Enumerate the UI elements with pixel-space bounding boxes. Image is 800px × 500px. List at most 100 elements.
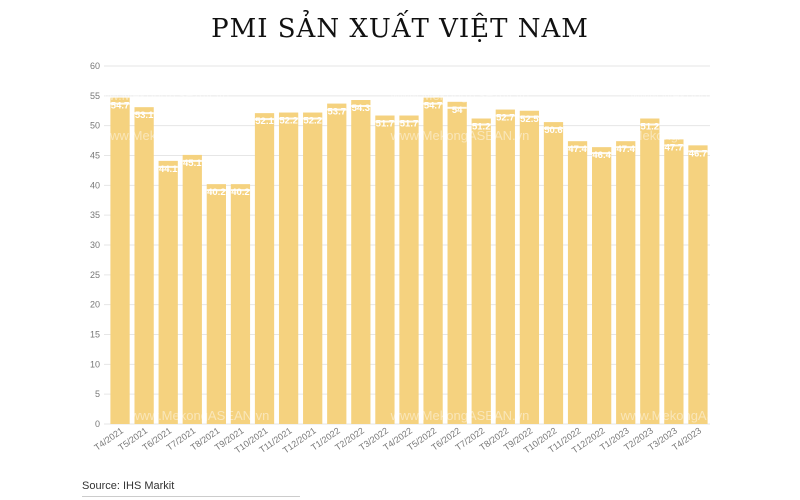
- y-tick-label: 0: [95, 419, 100, 429]
- data-label: 54.3: [352, 103, 371, 114]
- bar-cap-line: [230, 189, 251, 192]
- bar: [351, 100, 371, 424]
- bar: [495, 109, 515, 424]
- bar-cap-line: [254, 118, 275, 121]
- bar-cap-line: [399, 120, 419, 123]
- data-label: 45.1: [183, 158, 202, 169]
- bar-cap-line: [495, 114, 515, 117]
- data-label: 44.1: [159, 164, 178, 175]
- source-note: Source: IHS Markit: [82, 480, 175, 492]
- bar: [543, 122, 564, 424]
- watermark-text: www.MekongASEAN.vn: [390, 128, 530, 143]
- watermark-text: www.MekongASEAN.vn: [620, 408, 760, 423]
- data-label: 52.5: [520, 114, 539, 125]
- data-label: 46.4: [592, 150, 611, 161]
- data-label: 51.7: [400, 119, 419, 130]
- bar-cap-line: [471, 123, 491, 126]
- bar-cap-line: [278, 117, 299, 120]
- bar: [664, 139, 684, 424]
- bar-cap-line: [303, 117, 323, 120]
- bar-cap-line: [616, 146, 636, 149]
- bar-cap-line: [447, 106, 467, 109]
- chart-title: PMI SẢN XUẤT VIỆT NAM: [211, 14, 589, 44]
- bar-cap-line: [519, 115, 540, 118]
- y-tick-label: 50: [90, 121, 100, 131]
- data-label: 52.7: [496, 113, 515, 124]
- data-label: 51.7: [376, 119, 395, 130]
- bar: [688, 145, 708, 424]
- bar-cap-line: [182, 159, 202, 162]
- bar: [567, 141, 588, 424]
- bar-layer: [110, 97, 708, 425]
- bar-cap-line: [592, 152, 612, 155]
- bar-cap-line: [110, 102, 130, 105]
- watermark-text: www.MekongASEAN.vn: [100, 128, 240, 143]
- bar-cap-line: [351, 105, 371, 108]
- bar: [447, 101, 467, 425]
- data-label: 47.7: [665, 142, 684, 153]
- data-label: 52.1: [255, 116, 274, 127]
- watermark-text: www.MekongASEAN.vn: [90, 88, 230, 103]
- data-label: 50.6: [544, 125, 563, 136]
- bar: [423, 97, 443, 424]
- bar-cap-line: [375, 120, 395, 123]
- bar: [399, 115, 419, 425]
- bar: [230, 184, 251, 424]
- bar: [327, 103, 347, 424]
- data-label: 40.2: [231, 187, 250, 198]
- y-tick-label: 5: [95, 389, 100, 399]
- bar-cap-line: [327, 108, 347, 111]
- bar: [110, 97, 130, 424]
- data-label: 52.2: [279, 116, 298, 127]
- watermark-text: www.MekongASEAN.vn: [390, 408, 530, 423]
- y-tick-label: 30: [90, 240, 100, 250]
- bar-cap-line: [664, 144, 684, 147]
- watermark-text: www.MekongASEAN.vn: [630, 88, 770, 103]
- bar: [375, 115, 395, 425]
- bar-cap-line: [543, 127, 564, 130]
- bar: [303, 112, 323, 424]
- data-label: 40.2: [207, 187, 226, 198]
- bar: [182, 154, 202, 425]
- bar-cap-line: [640, 123, 660, 126]
- y-tick-label: 45: [90, 151, 100, 161]
- bar-cap-line: [688, 150, 708, 153]
- data-label: 47.4: [616, 144, 635, 155]
- y-tick-label: 40: [90, 180, 100, 190]
- bar: [206, 184, 226, 424]
- watermark-layer: www.MekongASEAN.vn www.MekongASEAN.vn www.…: [90, 88, 770, 423]
- y-tick-label: 60: [90, 61, 100, 71]
- bar: [592, 147, 612, 424]
- bar: [519, 110, 540, 424]
- bar: [278, 112, 299, 424]
- y-tick-label: 10: [90, 359, 100, 369]
- data-label: 53.7: [328, 107, 347, 118]
- watermark-text: www.MekongASEAN.vn: [390, 88, 530, 103]
- bar-cap-line: [423, 102, 443, 105]
- data-label: 51.2: [641, 122, 660, 133]
- source-divider: [82, 496, 300, 497]
- data-label: 52.2: [303, 116, 322, 127]
- bar: [134, 107, 154, 425]
- bar-cap-line: [158, 165, 178, 168]
- bar: [254, 113, 275, 425]
- bar-cap-line: [567, 146, 588, 149]
- y-tick-label: 15: [90, 330, 100, 340]
- bar-cap-line: [134, 112, 154, 115]
- data-label: 54.7: [424, 101, 443, 112]
- bar-cap-line: [206, 189, 226, 192]
- bar: [640, 118, 660, 425]
- bar: [158, 160, 178, 424]
- watermark-text: www.MekongASEAN.vn: [130, 408, 270, 423]
- data-label: 54.7: [111, 101, 130, 112]
- data-label: 53.1: [135, 110, 154, 121]
- watermark-text: www.MekongASEAN.vn: [600, 128, 740, 143]
- bar: [616, 141, 636, 424]
- data-label: 47.4: [568, 144, 587, 155]
- data-label-layer: 54.7 53.1 44.1 45.1 40.2 40.2 52.1 52.2 52.2 53.7…: [111, 101, 707, 199]
- y-tick-label: 55: [90, 91, 100, 101]
- data-label: 54: [452, 105, 463, 116]
- data-label: 46.7: [689, 148, 708, 159]
- y-tick-label: 20: [90, 300, 100, 310]
